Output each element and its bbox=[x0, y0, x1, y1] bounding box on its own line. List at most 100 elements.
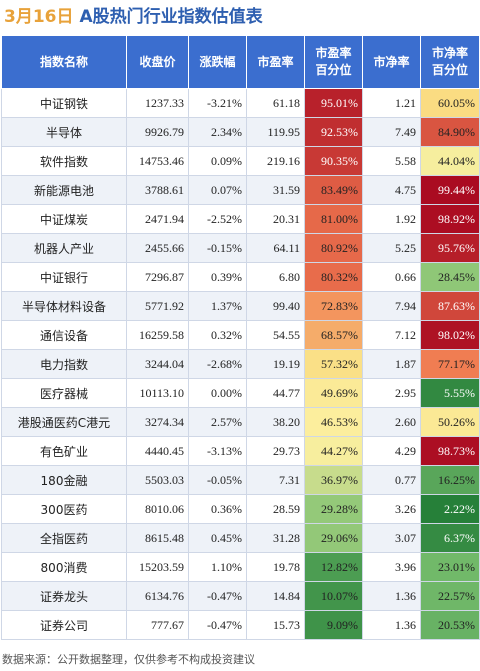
pb-percentile-cell: 98.92% bbox=[420, 204, 480, 234]
pb-percentile-cell: 22.57% bbox=[420, 581, 480, 611]
change-pct-cell: 1.37% bbox=[188, 291, 247, 321]
index-name-cell: 300医药 bbox=[1, 494, 127, 524]
close-price-cell: 2471.94 bbox=[126, 204, 189, 234]
pe-cell: 54.55 bbox=[246, 320, 305, 350]
change-pct-cell: -0.05% bbox=[188, 465, 247, 495]
pb-percentile-cell: 2.22% bbox=[420, 494, 480, 524]
column-header-line: 市盈率 bbox=[315, 46, 352, 60]
close-price-cell: 3244.04 bbox=[126, 349, 189, 379]
pb-cell: 7.49 bbox=[362, 117, 421, 147]
title-date: 3月16日 bbox=[4, 7, 74, 27]
pe-percentile-cell: 49.69% bbox=[304, 378, 363, 408]
close-price-cell: 9926.79 bbox=[126, 117, 189, 147]
table-row: 800消费 15203.59 1.10% 19.78 12.82% 3.96 23.01% bbox=[1, 552, 480, 582]
index-name-cell: 软件指数 bbox=[1, 146, 127, 176]
pe-cell: 14.84 bbox=[246, 581, 305, 611]
table-header-row: 指数名称 收盘价 涨跌幅 市盈率 市盈率 百分位 市净率 市净率 百分位 bbox=[1, 35, 480, 89]
index-name-cell: 半导体材料设备 bbox=[1, 291, 127, 321]
pb-percentile-cell: 98.73% bbox=[420, 436, 480, 466]
pb-cell: 1.87 bbox=[362, 349, 421, 379]
valuation-table: 指数名称 收盘价 涨跌幅 市盈率 市盈率 百分位 市净率 市净率 百分位 中证钢铁 1… bbox=[1, 35, 480, 640]
pe-percentile-cell: 44.27% bbox=[304, 436, 363, 466]
column-header: 涨跌幅 bbox=[188, 35, 247, 89]
pe-cell: 19.19 bbox=[246, 349, 305, 379]
index-name-cell: 证券龙头 bbox=[1, 581, 127, 611]
column-header-split: 市净率 百分位 bbox=[420, 35, 480, 89]
index-name-cell: 半导体 bbox=[1, 117, 127, 147]
change-pct-cell: 0.39% bbox=[188, 262, 247, 292]
close-price-cell: 6134.76 bbox=[126, 581, 189, 611]
change-pct-cell: -0.47% bbox=[188, 581, 247, 611]
table-row: 证券龙头 6134.76 -0.47% 14.84 10.07% 1.36 22.57% bbox=[1, 581, 480, 611]
pb-cell: 3.07 bbox=[362, 523, 421, 553]
close-price-cell: 1237.33 bbox=[126, 88, 189, 118]
change-pct-cell: 0.00% bbox=[188, 378, 247, 408]
pb-percentile-cell: 23.01% bbox=[420, 552, 480, 582]
pe-percentile-cell: 72.83% bbox=[304, 291, 363, 321]
pe-percentile-cell: 95.01% bbox=[304, 88, 363, 118]
table-row: 机器人产业 2455.66 -0.15% 64.11 80.92% 5.25 95.76% bbox=[1, 233, 480, 263]
pe-cell: 29.73 bbox=[246, 436, 305, 466]
pe-cell: 61.18 bbox=[246, 88, 305, 118]
index-name-cell: 180金融 bbox=[1, 465, 127, 495]
pe-cell: 6.80 bbox=[246, 262, 305, 292]
pb-cell: 1.92 bbox=[362, 204, 421, 234]
pb-cell: 2.95 bbox=[362, 378, 421, 408]
table-row: 港股通医药C港元 3274.34 2.57% 38.20 46.53% 2.60 50.26… bbox=[1, 407, 480, 437]
pb-percentile-cell: 6.37% bbox=[420, 523, 480, 553]
table-row: 证券公司 777.67 -0.47% 15.73 9.09% 1.36 20.53% bbox=[1, 610, 480, 640]
pe-cell: 64.11 bbox=[246, 233, 305, 263]
pe-percentile-cell: 29.28% bbox=[304, 494, 363, 524]
pb-percentile-cell: 60.05% bbox=[420, 88, 480, 118]
column-header: 指数名称 bbox=[1, 35, 127, 89]
table-row: 电力指数 3244.04 -2.68% 19.19 57.32% 1.87 77.17% bbox=[1, 349, 480, 379]
column-header: 收盘价 bbox=[126, 35, 189, 89]
pe-cell: 7.31 bbox=[246, 465, 305, 495]
pb-percentile-cell: 50.26% bbox=[420, 407, 480, 437]
pe-percentile-cell: 9.09% bbox=[304, 610, 363, 640]
pe-percentile-cell: 46.53% bbox=[304, 407, 363, 437]
table-row: 180金融 5503.03 -0.05% 7.31 36.97% 0.77 16.25% bbox=[1, 465, 480, 495]
index-name-cell: 港股通医药C港元 bbox=[1, 407, 127, 437]
index-name-cell: 800消费 bbox=[1, 552, 127, 582]
table-row: 300医药 8010.06 0.36% 28.59 29.28% 3.26 2.22% bbox=[1, 494, 480, 524]
pb-cell: 0.77 bbox=[362, 465, 421, 495]
close-price-cell: 8615.48 bbox=[126, 523, 189, 553]
pe-percentile-cell: 92.53% bbox=[304, 117, 363, 147]
pe-cell: 28.59 bbox=[246, 494, 305, 524]
table-row: 半导体 9926.79 2.34% 119.95 92.53% 7.49 84.90% bbox=[1, 117, 480, 147]
column-header: 市净率 bbox=[362, 35, 421, 89]
pe-cell: 119.95 bbox=[246, 117, 305, 147]
change-pct-cell: 0.36% bbox=[188, 494, 247, 524]
pe-percentile-cell: 81.00% bbox=[304, 204, 363, 234]
table-row: 中证银行 7296.87 0.39% 6.80 80.32% 0.66 28.45% bbox=[1, 262, 480, 292]
pe-cell: 38.20 bbox=[246, 407, 305, 437]
pb-percentile-cell: 87.63% bbox=[420, 291, 480, 321]
change-pct-cell: 0.09% bbox=[188, 146, 247, 176]
table-row: 医疗器械 10113.10 0.00% 44.77 49.69% 2.95 5.55% bbox=[1, 378, 480, 408]
close-price-cell: 2455.66 bbox=[126, 233, 189, 263]
close-price-cell: 3274.34 bbox=[126, 407, 189, 437]
index-name-cell: 有色矿业 bbox=[1, 436, 127, 466]
index-name-cell: 全指医药 bbox=[1, 523, 127, 553]
pe-cell: 31.59 bbox=[246, 175, 305, 205]
pb-percentile-cell: 77.17% bbox=[420, 349, 480, 379]
change-pct-cell: 2.34% bbox=[188, 117, 247, 147]
pe-cell: 219.16 bbox=[246, 146, 305, 176]
close-price-cell: 8010.06 bbox=[126, 494, 189, 524]
pb-cell: 5.58 bbox=[362, 146, 421, 176]
pb-cell: 3.26 bbox=[362, 494, 421, 524]
pe-cell: 15.73 bbox=[246, 610, 305, 640]
pb-percentile-cell: 44.04% bbox=[420, 146, 480, 176]
pb-cell: 1.21 bbox=[362, 88, 421, 118]
change-pct-cell: 2.57% bbox=[188, 407, 247, 437]
title-main: A股热门行业指数估值表 bbox=[79, 7, 263, 27]
pe-cell: 19.78 bbox=[246, 552, 305, 582]
pb-cell: 5.25 bbox=[362, 233, 421, 263]
pe-percentile-cell: 80.32% bbox=[304, 262, 363, 292]
index-name-cell: 电力指数 bbox=[1, 349, 127, 379]
change-pct-cell: 0.45% bbox=[188, 523, 247, 553]
change-pct-cell: 0.07% bbox=[188, 175, 247, 205]
close-price-cell: 5771.92 bbox=[126, 291, 189, 321]
pe-percentile-cell: 80.92% bbox=[304, 233, 363, 263]
